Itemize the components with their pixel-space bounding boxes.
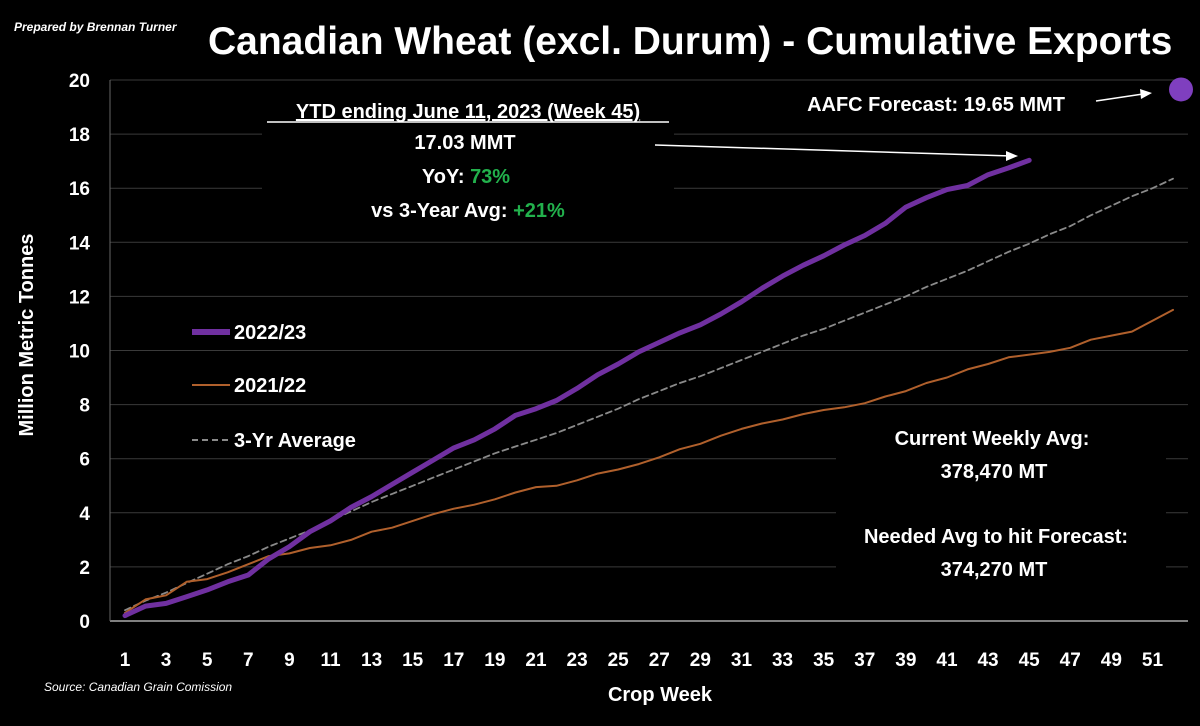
vs-3yr-value: +21%	[513, 200, 565, 222]
x-tick-label-27: 27	[649, 650, 670, 671]
forecast-annotation-box	[782, 88, 1092, 118]
x-tick-label-43: 43	[977, 650, 998, 671]
needed-avg-label: Needed Avg to hit Forecast:	[864, 526, 1128, 548]
ytd-arrow	[654, 144, 1013, 157]
x-tick-label-47: 47	[1060, 650, 1081, 671]
current-avg-label: Current Weekly Avg:	[895, 428, 1090, 450]
y-tick-label-18: 18	[69, 125, 90, 146]
y-tick-label-10: 10	[69, 342, 90, 363]
x-tick-label-5: 5	[202, 650, 213, 671]
x-tick-label-13: 13	[361, 650, 382, 671]
forecast-arrow	[1095, 93, 1144, 102]
x-tick-label-33: 33	[772, 650, 793, 671]
legend-label-2021-22: 2021/22	[234, 375, 306, 397]
y-tick-label-12: 12	[69, 287, 90, 308]
credit-text: Prepared by Brennan Turner	[14, 20, 177, 34]
x-tick-labels: 1 3 5 7 9 11 13 15 17 19 21 23 25 27 29 31 33 35 37 39 41 43 4…	[120, 650, 1164, 671]
chart-title: Canadian Wheat (excl. Durum) - Cumulativ…	[208, 20, 1173, 63]
yoy-label: YoY:	[422, 166, 470, 188]
y-tick-label-6: 6	[79, 450, 90, 471]
x-tick-label-15: 15	[402, 650, 424, 671]
x-axis-label: Crop Week	[608, 684, 713, 706]
x-tick-label-1: 1	[120, 650, 131, 671]
x-tick-label-23: 23	[567, 650, 588, 671]
x-tick-label-39: 39	[895, 650, 916, 671]
x-tick-label-31: 31	[731, 650, 753, 671]
y-tick-label-14: 14	[69, 233, 91, 254]
series-line-3-yr-average	[124, 177, 1174, 612]
yoy-value: 73%	[470, 166, 510, 188]
y-axis-label: Million Metric Tonnes	[16, 234, 38, 437]
x-tick-label-29: 29	[690, 650, 711, 671]
x-tick-label-21: 21	[525, 650, 547, 671]
series-line-2021-22	[124, 308, 1174, 614]
x-tick-label-45: 45	[1019, 650, 1041, 671]
current-avg-value: 378,470 MT	[941, 461, 1048, 483]
x-tick-label-3: 3	[161, 650, 172, 671]
legend-label-2022-23: 2022/23	[234, 322, 306, 344]
y-tick-label-0: 0	[79, 612, 90, 633]
x-tick-label-49: 49	[1101, 650, 1122, 671]
ytd-title: YTD ending June 11, 2023 (Week 45)	[296, 101, 640, 123]
source-text: Source: Canadian Grain Comission	[44, 680, 233, 694]
yoy-annotation: YoY: 73%	[422, 166, 510, 188]
needed-avg-value: 374,270 MT	[941, 559, 1048, 581]
x-tick-label-19: 19	[484, 650, 505, 671]
ytd-value: 17.03 MMT	[414, 132, 515, 154]
series-line-2022-23	[122, 157, 1032, 619]
x-tick-label-9: 9	[284, 650, 295, 671]
ytd-arrow-head	[1006, 151, 1018, 161]
y-tick-label-20: 20	[69, 71, 90, 92]
forecast-point	[1169, 77, 1193, 102]
weekly-avg-box	[836, 418, 1166, 588]
forecast-label: AAFC Forecast: 19.65 MMT	[807, 94, 1065, 116]
y-tick-label-4: 4	[79, 504, 90, 525]
vs-3yr-annotation: vs 3-Year Avg: +21%	[371, 200, 565, 222]
x-tick-label-25: 25	[608, 650, 630, 671]
vs-3yr-label: vs 3-Year Avg:	[371, 200, 513, 222]
y-tick-label-2: 2	[79, 558, 90, 579]
x-tick-label-11: 11	[320, 650, 341, 671]
x-tick-label-41: 41	[936, 650, 958, 671]
x-tick-label-35: 35	[813, 650, 835, 671]
y-tick-label-8: 8	[79, 396, 90, 417]
series-lines	[122, 157, 1174, 619]
forecast-arrow-head	[1140, 89, 1152, 99]
x-tick-label-7: 7	[243, 650, 254, 671]
x-tick-label-37: 37	[854, 650, 875, 671]
legend: 2022/23 2021/22 3-Yr Average	[192, 322, 356, 452]
legend-label-3yr-average: 3-Yr Average	[234, 430, 356, 452]
y-tick-label-16: 16	[69, 179, 90, 200]
x-tick-label-17: 17	[443, 650, 464, 671]
x-tick-label-51: 51	[1142, 650, 1164, 671]
y-tick-labels: 0 2 4 6 8 10 12 14 16 18 20	[69, 71, 91, 633]
ytd-annotation-box	[262, 96, 674, 236]
